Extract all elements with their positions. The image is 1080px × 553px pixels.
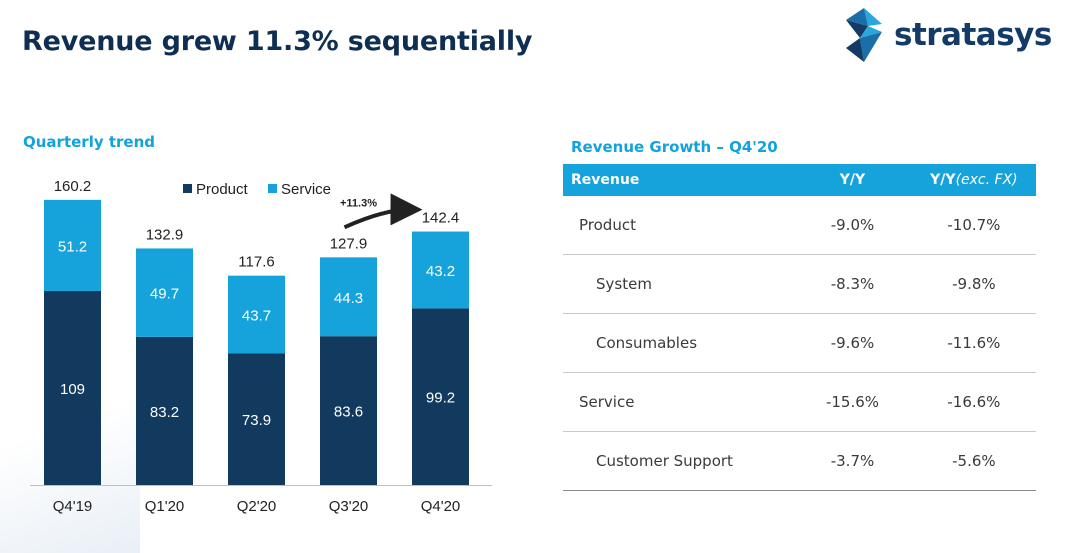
data-label-total: 117.6 bbox=[238, 254, 274, 271]
data-label-total: 132.9 bbox=[146, 226, 184, 243]
header-yy-exc-fx-main: Y/Y bbox=[930, 172, 956, 188]
bar-service bbox=[136, 248, 193, 337]
row-yy-exc-fx: -9.8% bbox=[911, 254, 1036, 314]
page-title: Revenue grew 11.3% sequentially bbox=[22, 26, 533, 57]
data-label-service: 49.7 bbox=[150, 286, 179, 303]
data-label-service: 44.3 bbox=[334, 290, 363, 307]
legend-swatch bbox=[183, 184, 192, 193]
row-yy: -9.0% bbox=[793, 196, 912, 255]
row-label: Product bbox=[563, 196, 794, 255]
bar-product bbox=[44, 290, 101, 485]
row-label: Customer Support bbox=[563, 431, 794, 491]
table-row: Customer Support -3.7% -5.6% bbox=[563, 431, 1036, 491]
data-label-product: 73.9 bbox=[242, 412, 271, 429]
x-tick-label: Q1'20 bbox=[145, 498, 185, 515]
data-label-product: 83.2 bbox=[150, 404, 179, 421]
logo-wordmark: stratasys bbox=[894, 17, 1052, 53]
header-yy-exc-fx: Y/Y(exc. FX) bbox=[911, 164, 1036, 196]
data-label-product: 109 bbox=[60, 381, 85, 398]
table-row: Consumables -9.6% -11.6% bbox=[563, 313, 1036, 373]
data-label-service: 51.2 bbox=[58, 238, 87, 255]
growth-annotation: +11.3% bbox=[340, 197, 377, 209]
revenue-growth-table: Revenue Y/Y Y/Y(exc. FX) Product -9.0% -… bbox=[563, 164, 1036, 491]
row-yy: -3.7% bbox=[793, 431, 912, 491]
logo-mark-icon bbox=[846, 8, 882, 62]
row-label: System bbox=[563, 254, 794, 314]
header-revenue: Revenue bbox=[563, 164, 794, 196]
bar-service bbox=[320, 257, 377, 337]
data-label-product: 99.2 bbox=[426, 390, 455, 407]
bar-product bbox=[412, 308, 469, 485]
row-yy-exc-fx: -5.6% bbox=[911, 431, 1036, 491]
row-yy: -8.3% bbox=[793, 254, 912, 314]
bar-service bbox=[44, 199, 101, 291]
legend-label: Product bbox=[196, 181, 249, 198]
data-label-product: 83.6 bbox=[334, 404, 363, 421]
x-tick-label: Q4'19 bbox=[53, 498, 93, 515]
table-header-row: Revenue Y/Y Y/Y(exc. FX) bbox=[563, 164, 1036, 196]
row-yy: -9.6% bbox=[793, 313, 912, 373]
data-label-service: 43.2 bbox=[426, 263, 455, 280]
bar-product bbox=[136, 336, 193, 485]
chart-heading: Quarterly trend bbox=[23, 133, 155, 151]
bar-product bbox=[228, 353, 285, 485]
header-yy: Y/Y bbox=[793, 164, 912, 196]
x-tick-label: Q4'20 bbox=[421, 498, 461, 515]
legend-swatch bbox=[268, 184, 277, 193]
table-row: System -8.3% -9.8% bbox=[563, 254, 1036, 314]
data-label-total: 160.2 bbox=[54, 178, 92, 195]
row-yy-exc-fx: -16.6% bbox=[911, 372, 1036, 432]
quarterly-trend-chart: 109 51.2 160.2 Q4'19 83.2 49.7 132.9 Q1'20 73.9 4… bbox=[30, 178, 492, 515]
row-yy-exc-fx: -11.6% bbox=[911, 313, 1036, 373]
legend-label: Service bbox=[281, 181, 331, 198]
row-label: Consumables bbox=[563, 313, 794, 373]
table-heading: Revenue Growth – Q4'20 bbox=[571, 138, 778, 156]
growth-arrow bbox=[343, 193, 423, 230]
row-yy-exc-fx: -10.7% bbox=[911, 196, 1036, 255]
bar-service bbox=[228, 275, 285, 354]
data-label-total: 142.4 bbox=[422, 210, 460, 227]
x-tick-label: Q2'20 bbox=[237, 498, 277, 515]
bar-service bbox=[412, 231, 469, 309]
header-exc-fx-note: (exc. FX) bbox=[955, 172, 1018, 188]
x-tick-label: Q3'20 bbox=[329, 498, 369, 515]
bar-product bbox=[320, 336, 377, 485]
company-logo: stratasys bbox=[838, 6, 1052, 64]
row-yy: -15.6% bbox=[793, 372, 912, 432]
data-label-service: 43.7 bbox=[242, 308, 271, 325]
row-label: Service bbox=[563, 372, 794, 432]
data-label-total: 127.9 bbox=[330, 235, 368, 252]
table-row: Service -15.6% -16.6% bbox=[563, 372, 1036, 432]
table-row: Product -9.0% -10.7% bbox=[563, 196, 1036, 255]
